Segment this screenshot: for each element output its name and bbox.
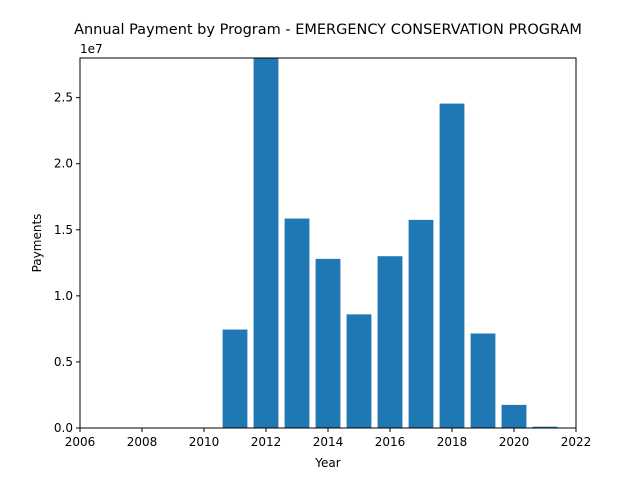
y-tick-label: 0.0 [54,421,73,435]
y-tick-label: 2.5 [54,91,73,105]
x-tick-label: 2008 [127,435,158,449]
x-tick-label: 2020 [499,435,530,449]
bar-2016 [377,256,403,428]
x-tick-label: 2006 [65,435,96,449]
bar-2011 [222,329,248,428]
bar-2020 [501,404,527,429]
bar-2013 [284,218,310,428]
y-tick-label: 1.0 [54,289,73,303]
x-axis-label: Year [314,456,340,470]
chart-title: Annual Payment by Program - EMERGENCY CO… [74,22,582,38]
bar-2017 [408,219,434,429]
bar-2012 [253,58,279,428]
y-offset-label: 1e7 [80,42,103,56]
x-tick-label: 2012 [251,435,282,449]
bar-2018 [439,103,465,428]
plot-frame [79,57,577,429]
x-tick-label: 2022 [561,435,592,449]
y-axis-label: Payments [30,214,44,273]
y-tick-label: 1.5 [54,223,73,237]
bar-2019 [470,333,496,428]
y-tick-label: 0.5 [54,355,73,369]
x-tick-label: 2014 [313,435,344,449]
x-tick-label: 2010 [189,435,220,449]
x-tick-label: 2016 [375,435,406,449]
x-tick-label: 2018 [437,435,468,449]
bar-2015 [346,314,372,428]
y-axis: 0.0 0.5 1.0 1.5 2.0 2.5 [54,91,80,435]
x-axis: 2006 2008 2010 2012 2014 2016 2018 2020 2022 [65,428,592,449]
y-tick-label: 2.0 [54,157,73,171]
bar-2021 [532,426,558,428]
bars-group [222,58,558,429]
bar-2014 [315,258,341,428]
